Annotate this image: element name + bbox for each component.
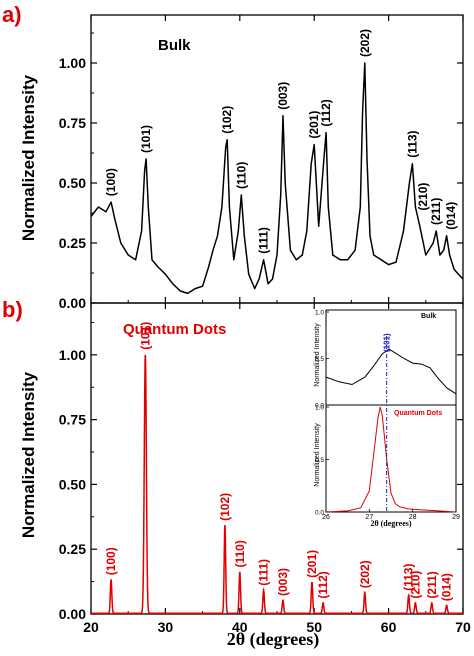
peak-label-bulk: (202): [358, 29, 372, 57]
panel-b-label: b): [2, 297, 23, 322]
peak-label-bulk: (113): [405, 130, 419, 157]
peak-label-bulk: (100): [104, 168, 118, 196]
inset-bulk-title: Bulk: [421, 313, 436, 320]
panel-a-ytick-label: 0.75: [59, 115, 86, 131]
x-tick-label: 30: [158, 619, 174, 635]
peak-label-bulk: (101): [139, 125, 153, 153]
peak-label-qd: (113): [402, 564, 416, 591]
bulk-xrd-line: [90, 62, 464, 295]
panel-b-ylabel: Normalized Intensity: [19, 371, 38, 538]
peak-label-qd: (003): [276, 568, 290, 596]
peak-label-qd: (111): [257, 559, 271, 586]
inset-xtick-label: 29: [452, 514, 460, 521]
inset-ytick-label: 1.0: [315, 405, 324, 412]
peak-label-bulk: (111): [257, 227, 271, 254]
peak-label-qd: (210): [408, 571, 422, 599]
panel-a-ylabel: Normalized Intensity: [19, 74, 38, 241]
inset-ytick-label: 1.0: [315, 310, 324, 317]
peak-label-qd: (102): [218, 493, 232, 521]
panel-b-ytick-label: 0.00: [59, 606, 86, 622]
inset-ytick-label: 0.5: [315, 356, 324, 363]
peak-label-qd: (014): [440, 573, 454, 601]
x-tick-label: 60: [381, 619, 397, 635]
inset-bulk-line: [325, 348, 457, 395]
inset-xtick-label: 26: [322, 514, 330, 521]
panel-a-ytick-label: 0.50: [59, 175, 86, 191]
inset-plot-area: 0.00.51.00.00.51.026 27 28 29(101): [315, 310, 460, 522]
panel-b-plot-area: 0.00 0.25 0.50 0.75 1.00 (100) (101) (102) (110)…: [59, 302, 464, 622]
x-tick-label: 40: [232, 619, 248, 635]
panel-a-title: Bulk: [158, 37, 191, 54]
peak-label-qd: (100): [104, 547, 118, 575]
panel-a-ytick-label: 1.00: [59, 55, 86, 71]
inset-peak-label: (101): [383, 333, 392, 352]
panel-a-label: a): [2, 2, 22, 27]
peak-label-qd: (112): [316, 571, 330, 598]
x-axis-label: 2θ (degrees): [227, 629, 320, 650]
panel-b-title: Quantum Dots: [123, 321, 226, 338]
inset-qd-title: Quantum Dots: [394, 410, 442, 417]
inset-ytick-label: 0.0: [315, 403, 324, 410]
panel-a-ytick-label: 0.00: [59, 295, 86, 311]
peak-label-bulk: (201): [307, 111, 321, 139]
panel-a-ytick-label: 0.25: [59, 235, 86, 251]
inset-ytick-label: 0.0: [315, 510, 324, 517]
peak-label-qd: (211): [425, 571, 439, 598]
peak-label-bulk: (003): [276, 82, 290, 110]
peak-label-qd: (101): [138, 322, 152, 350]
panel-b-ytick-label: 1.00: [59, 347, 86, 363]
inset-xtick-label: 28: [409, 514, 417, 521]
peak-label-qd: (201): [305, 550, 319, 578]
peak-label-bulk: (210): [416, 183, 430, 211]
x-tick-label: 20: [83, 619, 99, 635]
panel-b-ytick-label: 0.50: [59, 476, 86, 492]
x-tick-label: 70: [455, 619, 471, 635]
panel-b-ytick-label: 0.75: [59, 412, 86, 428]
inset-xtick-label: 27: [365, 514, 373, 521]
inset-ylabel-bottom: Normalized Intensity: [314, 423, 321, 487]
panel-a: 0.00 0.25 0.50 0.75 1.00 (100) (101) (102) (110)…: [2, 2, 464, 311]
peak-label-bulk: (102): [220, 106, 234, 134]
inset-frame: [325, 309, 457, 513]
peak-label-bulk: (014): [444, 202, 458, 230]
panel-a-plot-area: 0.00 0.25 0.50 0.75 1.00 (100) (101) (102) (110)…: [59, 14, 464, 311]
peak-label-bulk: (110): [234, 162, 248, 189]
inset: 0.00.51.00.00.51.026 27 28 29(101) Bulk Qua…: [314, 309, 460, 528]
panel-b-x-ticks: 20 30 40 50 60 70: [83, 619, 471, 635]
x-tick-label: 50: [306, 619, 322, 635]
panel-b-ytick-label: 0.25: [59, 541, 86, 557]
peak-label-bulk: (112): [319, 99, 333, 126]
inset-ylabel-top: Normalized Intensity: [314, 323, 321, 387]
qd-xrd-line: [91, 354, 463, 614]
panel-b: 0.00 0.25 0.50 0.75 1.00 (100) (101) (102) (110)…: [2, 297, 471, 650]
peak-label-qd: (202): [358, 560, 372, 588]
inset-xlabel: 2θ (degrees): [370, 519, 411, 528]
inset-ytick-label: 0.5: [315, 457, 324, 464]
inset-qd-line: [325, 406, 457, 513]
peak-label-bulk: (211): [429, 198, 443, 225]
peak-label-qd: (110): [233, 540, 247, 567]
